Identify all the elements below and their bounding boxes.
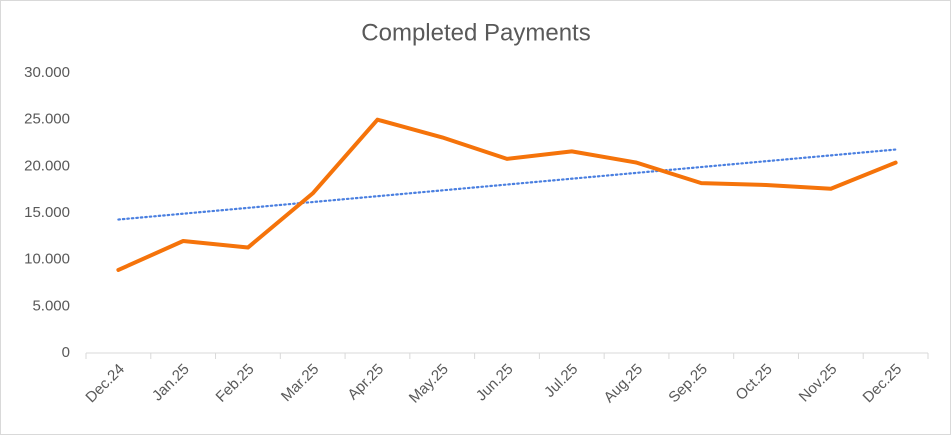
y-tick-label: 5.000	[32, 297, 70, 314]
trendline	[117, 148, 897, 221]
data-line	[116, 117, 898, 272]
chart-title: Completed Payments	[361, 19, 590, 46]
y-tick-label: 15.000	[24, 204, 70, 221]
y-tick-label: 25.000	[24, 111, 70, 128]
y-tick-label: 10.000	[24, 251, 70, 268]
y-tick-label: 0	[62, 344, 70, 361]
y-tick-label: 20.000	[24, 157, 70, 174]
y-tick-label: 30.000	[24, 64, 70, 81]
